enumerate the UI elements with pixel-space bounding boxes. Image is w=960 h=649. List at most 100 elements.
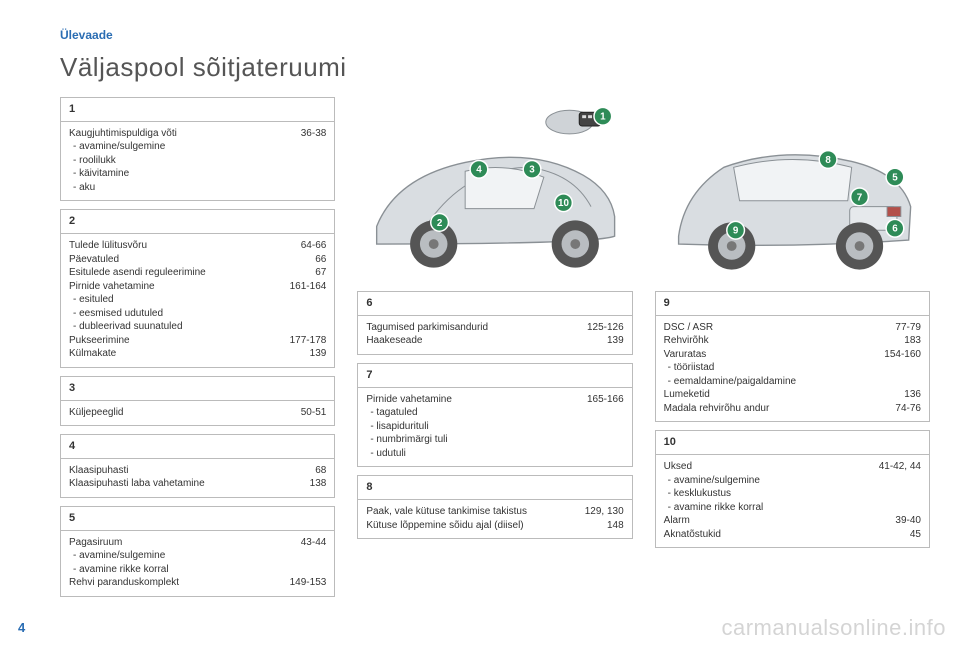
box-label: Haakeseade — [366, 334, 422, 348]
box-pages: 67 — [315, 266, 326, 280]
box-7: 7 Pirnide vahetamine165-166 - tagatuled … — [357, 363, 632, 467]
box-pages: 39-40 — [895, 514, 921, 528]
callout-label-1: 1 — [600, 112, 606, 123]
column-left: 1 Kaugjuhtimispuldiga võti 36-38 - avamin… — [60, 97, 335, 597]
box-label: Klaasipuhasti laba vahetamine — [69, 477, 205, 491]
box-sub: - tagatuled — [366, 406, 623, 420]
box-label: Varuratas — [664, 348, 707, 362]
box-pages: 125-126 — [587, 321, 624, 335]
box-num: 4 — [61, 435, 334, 459]
box-sub: - dubleerivad suunatuled — [69, 320, 326, 334]
car-rear-illustration: 56789 — [655, 97, 930, 277]
box-sub: - roolilukk — [69, 154, 326, 168]
box-pages: 165-166 — [587, 393, 624, 407]
box-sub: - avamine/sulgemine — [69, 140, 326, 154]
box-label: Uksed — [664, 460, 692, 474]
box-num: 8 — [358, 476, 631, 500]
box-sub: - käivitamine — [69, 167, 326, 181]
box-3: 3 Küljepeeglid 50-51 — [60, 376, 335, 426]
box-label: Pukseerimine — [69, 334, 130, 348]
box-label: Madala rehvirõhu andur — [664, 402, 770, 416]
box-4: 4 Klaasipuhasti68 Klaasipuhasti laba vah… — [60, 434, 335, 498]
box-pages: 77-79 — [895, 321, 921, 335]
box-sub: - avamine/sulgemine — [664, 474, 921, 488]
box-sub: - tööriistad — [664, 361, 921, 375]
watermark: carmanualsonline.info — [721, 615, 946, 641]
box-label: Rehvirõhk — [664, 334, 709, 348]
callout-label-9: 9 — [733, 226, 739, 237]
box-label: Tagumised parkimisandurid — [366, 321, 488, 335]
box-pages: 177-178 — [290, 334, 327, 348]
box-label: Päevatuled — [69, 253, 119, 267]
box-9: 9 DSC / ASR 77-79 Rehvirõhk 183 Varuratas 1… — [655, 291, 930, 422]
column-right: 56789 9 DSC / ASR77-79 Rehvirõhk183 Varu… — [655, 97, 930, 548]
box-label: Lumeketid — [664, 388, 710, 402]
box-label: Paak, vale kütuse tankimise takistus — [366, 505, 527, 519]
box-pages: 136 — [904, 388, 921, 402]
box-label: Pagasiruum — [69, 536, 122, 550]
box-label: Pirnide vahetamine — [366, 393, 452, 407]
car-side-illustration: 123410 — [357, 97, 632, 277]
box-label: Küljepeeglid — [69, 406, 124, 420]
box-sub: - avamine rikke korral — [664, 501, 921, 515]
box-pages: 74-76 — [895, 402, 921, 416]
box-label: Külmakate — [69, 347, 116, 361]
box-num: 9 — [656, 292, 929, 316]
box-pages: 43-44 — [301, 536, 327, 550]
box-sub: - esituled — [69, 293, 326, 307]
box-sub: - aku — [69, 181, 326, 195]
box-sub: - numbrimärgi tuli — [366, 433, 623, 447]
box-label: Rehvi paranduskomplekt — [69, 576, 179, 590]
box-sub: - eesmised udutuled — [69, 307, 326, 321]
box-label: Kaugjuhtimispuldiga võti — [69, 127, 177, 141]
box-num: 6 — [358, 292, 631, 316]
box-2: 2 Tulede lülitusvõru 64-66 Päevatuled 66 E… — [60, 209, 335, 367]
box-pages: 149-153 — [290, 576, 327, 590]
box-sub: - eemaldamine/paigaldamine — [664, 375, 921, 389]
box-sub: - avamine/sulgemine — [69, 549, 326, 563]
box-1: 1 Kaugjuhtimispuldiga võti 36-38 - avamin… — [60, 97, 335, 201]
box-pages: 50-51 — [301, 406, 327, 420]
callout-label-7: 7 — [856, 192, 862, 203]
callout-label-8: 8 — [825, 155, 831, 166]
box-label: Tulede lülitusvõru — [69, 239, 147, 253]
callout-label-3: 3 — [530, 165, 536, 176]
box-10: 10 Uksed 41-42, 44 - avamine/sulgemine - … — [655, 430, 930, 548]
page-title: Väljaspool sõitjateruumi — [60, 52, 930, 83]
box-pages: 41-42, 44 — [879, 460, 921, 474]
box-num: 1 — [61, 98, 334, 122]
column-middle: 123410 6 Tagumised parkimisandurid125-12… — [357, 97, 632, 539]
box-pages: 139 — [310, 347, 327, 361]
box-6: 6 Tagumised parkimisandurid 125-126 Haake… — [357, 291, 632, 355]
callout-label-2: 2 — [437, 218, 443, 229]
box-5: 5 Pagasiruum 43-44 - avamine/sulgemine - … — [60, 506, 335, 597]
box-pages: 138 — [310, 477, 327, 491]
box-8: 8 Paak, vale kütuse tankimise takistus 12… — [357, 475, 632, 539]
box-pages: 161-164 — [290, 280, 327, 294]
box-pages: 45 — [910, 528, 921, 542]
box-pages: 148 — [607, 519, 624, 533]
section-label: Ülevaade — [60, 28, 930, 42]
box-label: Klaasipuhasti — [69, 464, 128, 478]
box-pages: 64-66 — [301, 239, 327, 253]
callout-label-10: 10 — [558, 198, 569, 209]
box-num: 7 — [358, 364, 631, 388]
box-label: Aknatõstukid — [664, 528, 721, 542]
box-pages: 183 — [904, 334, 921, 348]
box-pages: 36-38 — [301, 127, 327, 141]
box-sub: - kesklukustus — [664, 487, 921, 501]
box-sub: - avamine rikke korral — [69, 563, 326, 577]
box-num: 5 — [61, 507, 334, 531]
box-pages: 66 — [315, 253, 326, 267]
box-pages: 154-160 — [884, 348, 921, 362]
box-num: 3 — [61, 377, 334, 401]
box-label: DSC / ASR — [664, 321, 713, 335]
box-label: Esitulede asendi reguleerimine — [69, 266, 206, 280]
box-pages: 129, 130 — [585, 505, 624, 519]
box-label: Pirnide vahetamine — [69, 280, 155, 294]
box-label: Alarm — [664, 514, 690, 528]
box-num: 2 — [61, 210, 334, 234]
box-num: 10 — [656, 431, 929, 455]
box-sub: - lisapidurituli — [366, 420, 623, 434]
callout-label-6: 6 — [892, 224, 898, 235]
